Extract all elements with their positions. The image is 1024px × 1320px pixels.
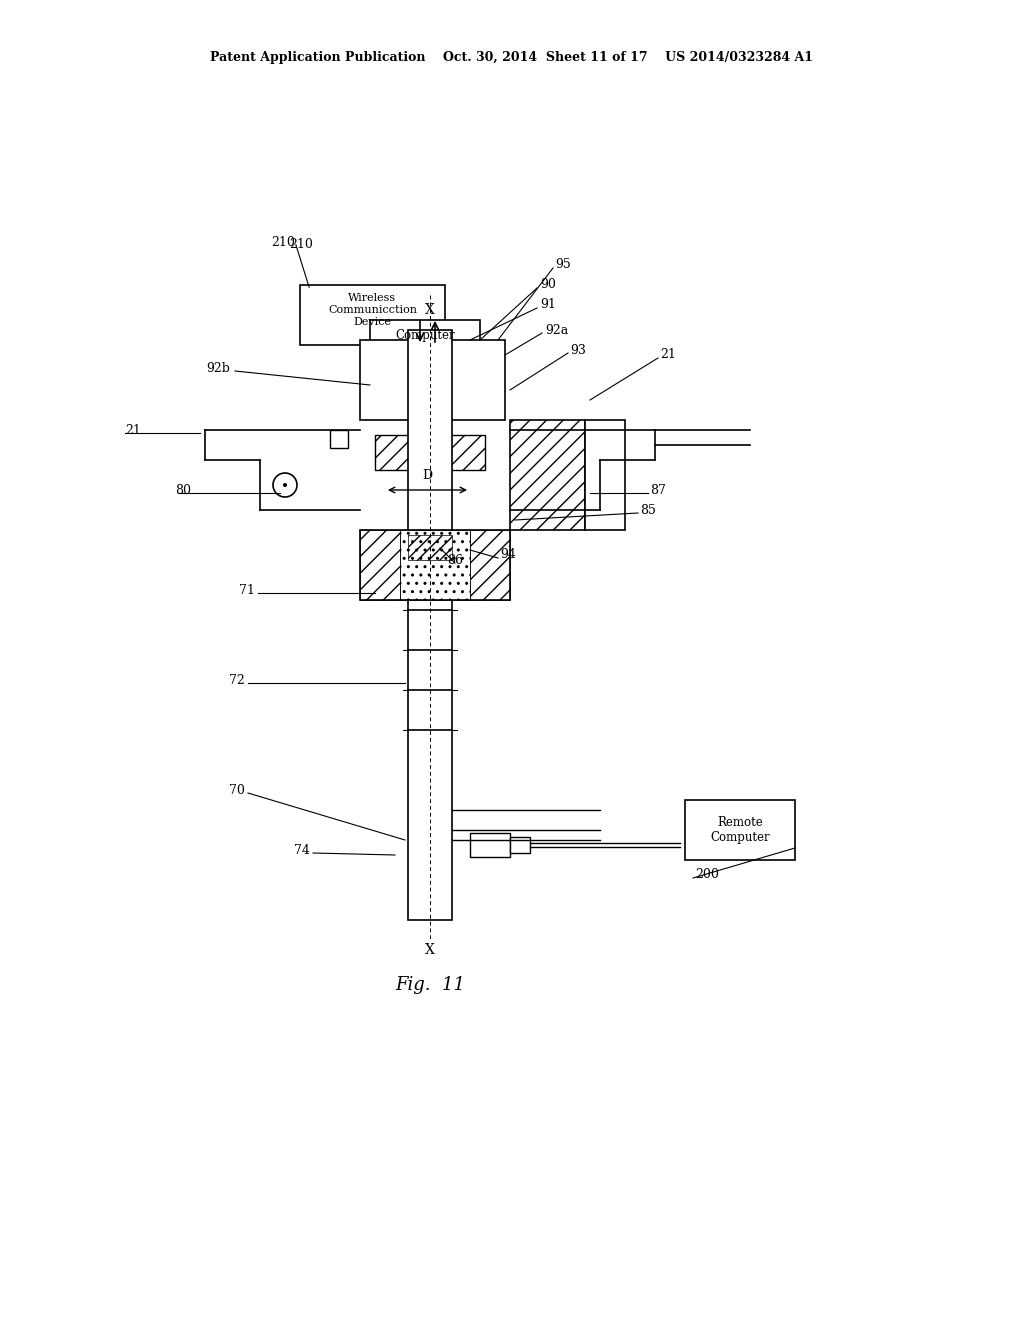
Bar [585,420,625,531]
Text: D: D [423,469,432,482]
Text: 21: 21 [660,348,676,362]
Bar [360,341,505,420]
Text: 70: 70 [229,784,245,796]
Text: X: X [425,942,435,957]
Bar [470,531,510,601]
Text: 91: 91 [540,298,556,312]
Text: Fig.  11: Fig. 11 [395,975,465,994]
Text: 86: 86 [447,553,463,566]
Bar [470,833,510,857]
Text: 21: 21 [125,424,141,437]
Text: 92b: 92b [206,362,230,375]
Text: 94: 94 [500,549,516,561]
Circle shape [573,483,577,487]
Text: 95: 95 [555,259,570,272]
Text: 93: 93 [570,343,586,356]
Bar [370,319,480,352]
Bar [510,420,585,531]
Circle shape [283,483,287,487]
Text: 210: 210 [271,235,295,248]
Bar [330,430,348,447]
Text: 72: 72 [229,673,245,686]
Text: 80: 80 [175,483,191,496]
Text: X: X [425,304,435,317]
Bar [375,436,485,470]
Bar [685,800,795,861]
Text: 87: 87 [650,483,666,496]
Text: 92a: 92a [545,323,568,337]
Text: 85: 85 [640,503,656,516]
Text: 210: 210 [289,239,313,252]
Bar [300,285,445,345]
Text: Remote
Computer: Remote Computer [711,816,770,843]
Text: 74: 74 [294,843,310,857]
Text: Wireless
Communicction
Device: Wireless Communicction Device [328,293,417,326]
Bar [510,837,530,853]
Bar [375,436,485,470]
Text: 200: 200 [695,869,719,882]
Bar [408,330,452,920]
Text: 90: 90 [540,279,556,292]
Bar [400,531,470,601]
Bar [360,531,510,601]
Text: 71: 71 [240,583,255,597]
Bar [360,531,400,601]
Text: Patent Application Publication    Oct. 30, 2014  Sheet 11 of 17    US 2014/03232: Patent Application Publication Oct. 30, … [211,51,813,65]
Bar [408,535,452,560]
Text: Computer: Computer [395,330,455,342]
